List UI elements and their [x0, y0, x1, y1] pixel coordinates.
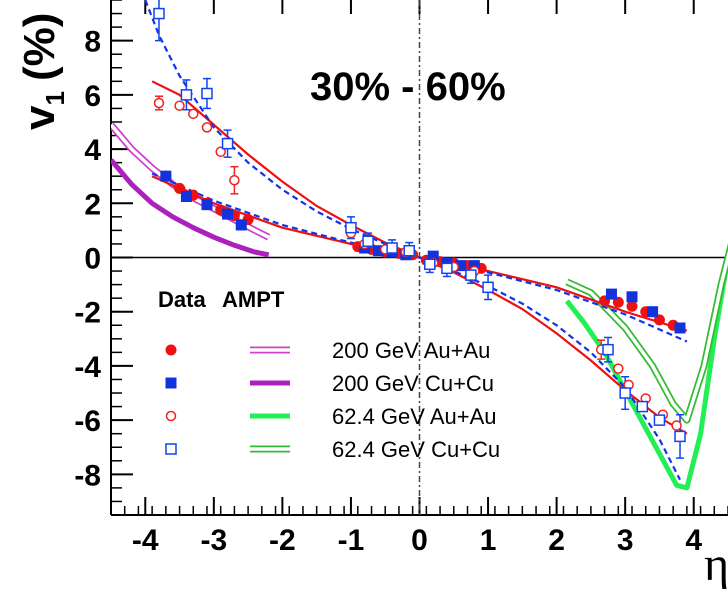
legend-marker: [165, 410, 177, 422]
legend-label: 62.4 GeV Au+Au: [332, 404, 497, 429]
x-tick-label: 2: [548, 524, 565, 557]
y-tick-label: 8: [84, 26, 101, 59]
data-point: [626, 291, 638, 303]
data-point: [180, 191, 192, 203]
data-point: [386, 242, 398, 254]
data-point: [674, 322, 686, 334]
legend: Data AMPT 200 GeV Au+Au 200 GeV Cu+Cu 62.4…: [158, 287, 500, 462]
y-tick-label: 0: [84, 243, 101, 276]
data-point: [647, 306, 659, 318]
data-point: [201, 87, 213, 100]
model-curve: [111, 158, 270, 258]
y-axis-title-unit: (%): [15, 13, 64, 81]
legend-marker: [165, 344, 177, 356]
y-tick-label: -6: [74, 405, 101, 438]
y-tick-label: -8: [74, 459, 101, 492]
data-point: [465, 269, 477, 281]
legend-label: 200 GeV Au+Au: [332, 338, 490, 363]
data-point: [153, 7, 165, 20]
data-point: [201, 122, 213, 133]
data-point: [441, 262, 453, 275]
x-tick-label: -3: [200, 524, 227, 557]
legend-marker: [165, 377, 177, 389]
x-tick-label: 0: [411, 524, 428, 557]
data-point: [362, 235, 374, 247]
y-axis-title: v1 (%): [15, 13, 70, 130]
legend-marker: [165, 443, 177, 455]
x-tick-label: -4: [132, 524, 159, 557]
x-tick-label: -2: [269, 524, 296, 557]
data-point: [229, 175, 240, 186]
data-point: [468, 260, 480, 272]
data-points: [153, 7, 686, 443]
data-point: [201, 199, 213, 211]
y-tick-label: -2: [74, 297, 101, 330]
y-tick-label: -4: [74, 351, 101, 384]
data-point: [222, 208, 234, 220]
data-point: [174, 100, 185, 111]
data-point: [221, 137, 234, 150]
data-point: [424, 258, 436, 271]
data-point: [482, 281, 494, 294]
x-tick-label: 1: [480, 524, 497, 557]
y-axis-title-sub: 1: [40, 91, 70, 105]
data-point: [626, 300, 638, 312]
data-point: [345, 221, 357, 234]
data-point: [671, 420, 682, 431]
svg-text:v1(%): v1 (%): [15, 13, 70, 130]
legend-header-data: Data: [158, 287, 206, 312]
data-point: [653, 414, 666, 426]
data-point: [613, 363, 624, 374]
legend-label: 62.4 GeV Cu+Cu: [332, 437, 500, 462]
data-point: [372, 245, 384, 257]
data-point: [636, 400, 649, 413]
data-point: [235, 219, 247, 231]
y-tick-label: 4: [84, 134, 101, 167]
fit-curve: [151, 172, 688, 343]
x-tick-label: 4: [685, 524, 702, 557]
y-tick-label: 2: [84, 188, 101, 221]
x-axis-title: η: [704, 538, 728, 589]
data-point: [455, 260, 467, 272]
data-point: [619, 387, 631, 399]
data-point: [403, 244, 415, 257]
data-point: [180, 89, 193, 101]
legend-header-model: AMPT: [222, 287, 285, 312]
annotation-centrality: 30% - 60%: [310, 65, 506, 109]
data-point: [160, 170, 172, 182]
y-axis-title-main: v: [15, 105, 64, 130]
data-point: [674, 430, 686, 443]
data-point: [153, 97, 165, 109]
data-point: [188, 108, 199, 120]
y-tick-label: 6: [84, 80, 101, 113]
data-point: [215, 146, 226, 158]
model-curve: [564, 257, 728, 491]
legend-label: 200 GeV Cu+Cu: [332, 371, 494, 396]
data-point: [602, 343, 614, 356]
data-point: [427, 250, 439, 262]
data-point: [605, 288, 617, 300]
x-tick-label: 3: [617, 524, 634, 557]
x-tick-label: -1: [338, 524, 365, 557]
